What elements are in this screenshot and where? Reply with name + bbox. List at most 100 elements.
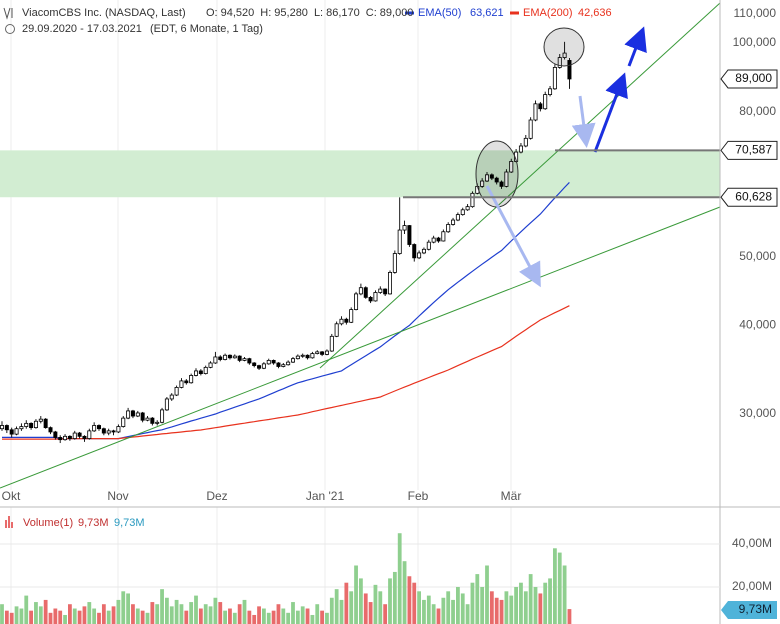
candle-body bbox=[223, 354, 228, 360]
volume-bar bbox=[315, 604, 320, 624]
volume-bar bbox=[38, 606, 43, 624]
volume-bar bbox=[208, 606, 213, 624]
candle-body bbox=[203, 366, 208, 375]
volume-bar bbox=[48, 612, 53, 624]
candle-body bbox=[504, 171, 509, 187]
volume-bar bbox=[441, 597, 446, 624]
candle-body bbox=[0, 425, 4, 430]
volume-bar bbox=[276, 604, 281, 624]
volume-bar bbox=[329, 597, 334, 624]
volume-bar bbox=[422, 599, 426, 624]
volume-bar bbox=[247, 610, 252, 624]
volume-bar bbox=[548, 578, 552, 624]
candle-body bbox=[67, 435, 72, 439]
candle-body bbox=[373, 292, 378, 302]
price-marker bbox=[720, 140, 778, 160]
candle-body bbox=[499, 181, 504, 187]
volume-bar bbox=[412, 582, 417, 624]
volume-bar bbox=[29, 610, 33, 624]
legend-value: 63,621 bbox=[470, 7, 504, 19]
candle-body bbox=[135, 412, 140, 417]
candle-body bbox=[116, 426, 121, 433]
volume-bar bbox=[9, 612, 14, 624]
legend-value: 42,636 bbox=[578, 7, 612, 19]
candle-body bbox=[397, 229, 402, 254]
volume-bar bbox=[291, 602, 295, 624]
candle-body bbox=[334, 323, 339, 337]
volume-value: 9,73M bbox=[114, 517, 145, 529]
volume-bar bbox=[19, 608, 24, 624]
icon bbox=[5, 516, 13, 528]
volume-bar bbox=[218, 602, 223, 624]
candle-body bbox=[402, 225, 407, 231]
arrow bbox=[593, 72, 628, 153]
candle-body bbox=[140, 412, 145, 421]
candle-body bbox=[174, 387, 179, 396]
candle-body bbox=[455, 214, 460, 221]
candle-body bbox=[72, 432, 77, 439]
volume-bar bbox=[489, 591, 494, 624]
candle-body bbox=[227, 354, 232, 359]
price-marker-label: 60,628 bbox=[735, 189, 772, 203]
volume-bar bbox=[14, 606, 19, 624]
volume-marker bbox=[721, 601, 777, 619]
volume-bar bbox=[359, 578, 363, 624]
candle-body bbox=[111, 430, 116, 433]
volume-bar bbox=[242, 599, 247, 624]
ema-line bbox=[2, 181, 570, 440]
candle-body bbox=[184, 380, 189, 384]
volume-bar bbox=[68, 604, 72, 624]
volume-bar bbox=[77, 610, 82, 624]
candle-body bbox=[77, 432, 82, 437]
volume-bar bbox=[257, 606, 261, 624]
price-marker-label: 89,000 bbox=[735, 71, 772, 85]
volume-bar bbox=[92, 608, 97, 624]
y-tick-label: 80,000 bbox=[739, 104, 776, 118]
volume-bar bbox=[310, 614, 315, 624]
candle-body bbox=[484, 174, 489, 182]
volume-bar bbox=[300, 606, 305, 624]
ema-line bbox=[2, 305, 570, 440]
volume-bar bbox=[82, 606, 87, 624]
volume-bar bbox=[485, 565, 489, 624]
volume-bar bbox=[509, 595, 514, 624]
quote-value: 89,000 bbox=[380, 7, 414, 19]
candle-body bbox=[43, 418, 48, 429]
candle-body bbox=[339, 318, 344, 325]
candle-body bbox=[567, 60, 572, 80]
candle-body bbox=[145, 417, 150, 421]
candle-body bbox=[242, 358, 247, 361]
candle-body bbox=[237, 355, 242, 361]
candle-body bbox=[368, 296, 373, 302]
candle-body bbox=[48, 427, 53, 433]
candle-body bbox=[286, 361, 291, 366]
volume-bar bbox=[528, 574, 533, 624]
volume-bar bbox=[339, 599, 344, 624]
volume-bar bbox=[194, 595, 198, 624]
support-zone bbox=[0, 150, 720, 198]
volume-bar bbox=[111, 606, 116, 624]
candle-body bbox=[164, 398, 169, 411]
candle-body bbox=[179, 380, 184, 388]
volume-bar bbox=[460, 593, 465, 624]
y-tick-label: 50,000 bbox=[739, 249, 776, 263]
candle-body bbox=[121, 417, 126, 427]
volume-bar bbox=[504, 591, 509, 624]
volume-bar bbox=[63, 614, 67, 624]
candle-body bbox=[106, 430, 111, 434]
volume-bar bbox=[116, 599, 121, 624]
y-tick-label: 110,000 bbox=[734, 6, 777, 20]
candle-body bbox=[53, 431, 58, 438]
quote-value: 95,280 bbox=[274, 7, 308, 19]
candle-body bbox=[58, 437, 63, 441]
volume-title: Volume(1) bbox=[23, 517, 73, 529]
candle-body bbox=[548, 88, 553, 95]
candle-body bbox=[276, 362, 281, 367]
y-tick-label: 30,000 bbox=[739, 406, 776, 420]
volume-bar bbox=[87, 602, 92, 624]
y-tick-label: 20,00M bbox=[732, 579, 772, 593]
volume-bar bbox=[43, 599, 48, 624]
candle-body bbox=[169, 394, 174, 400]
volume-bar bbox=[431, 604, 436, 624]
volume-bar bbox=[373, 584, 378, 624]
